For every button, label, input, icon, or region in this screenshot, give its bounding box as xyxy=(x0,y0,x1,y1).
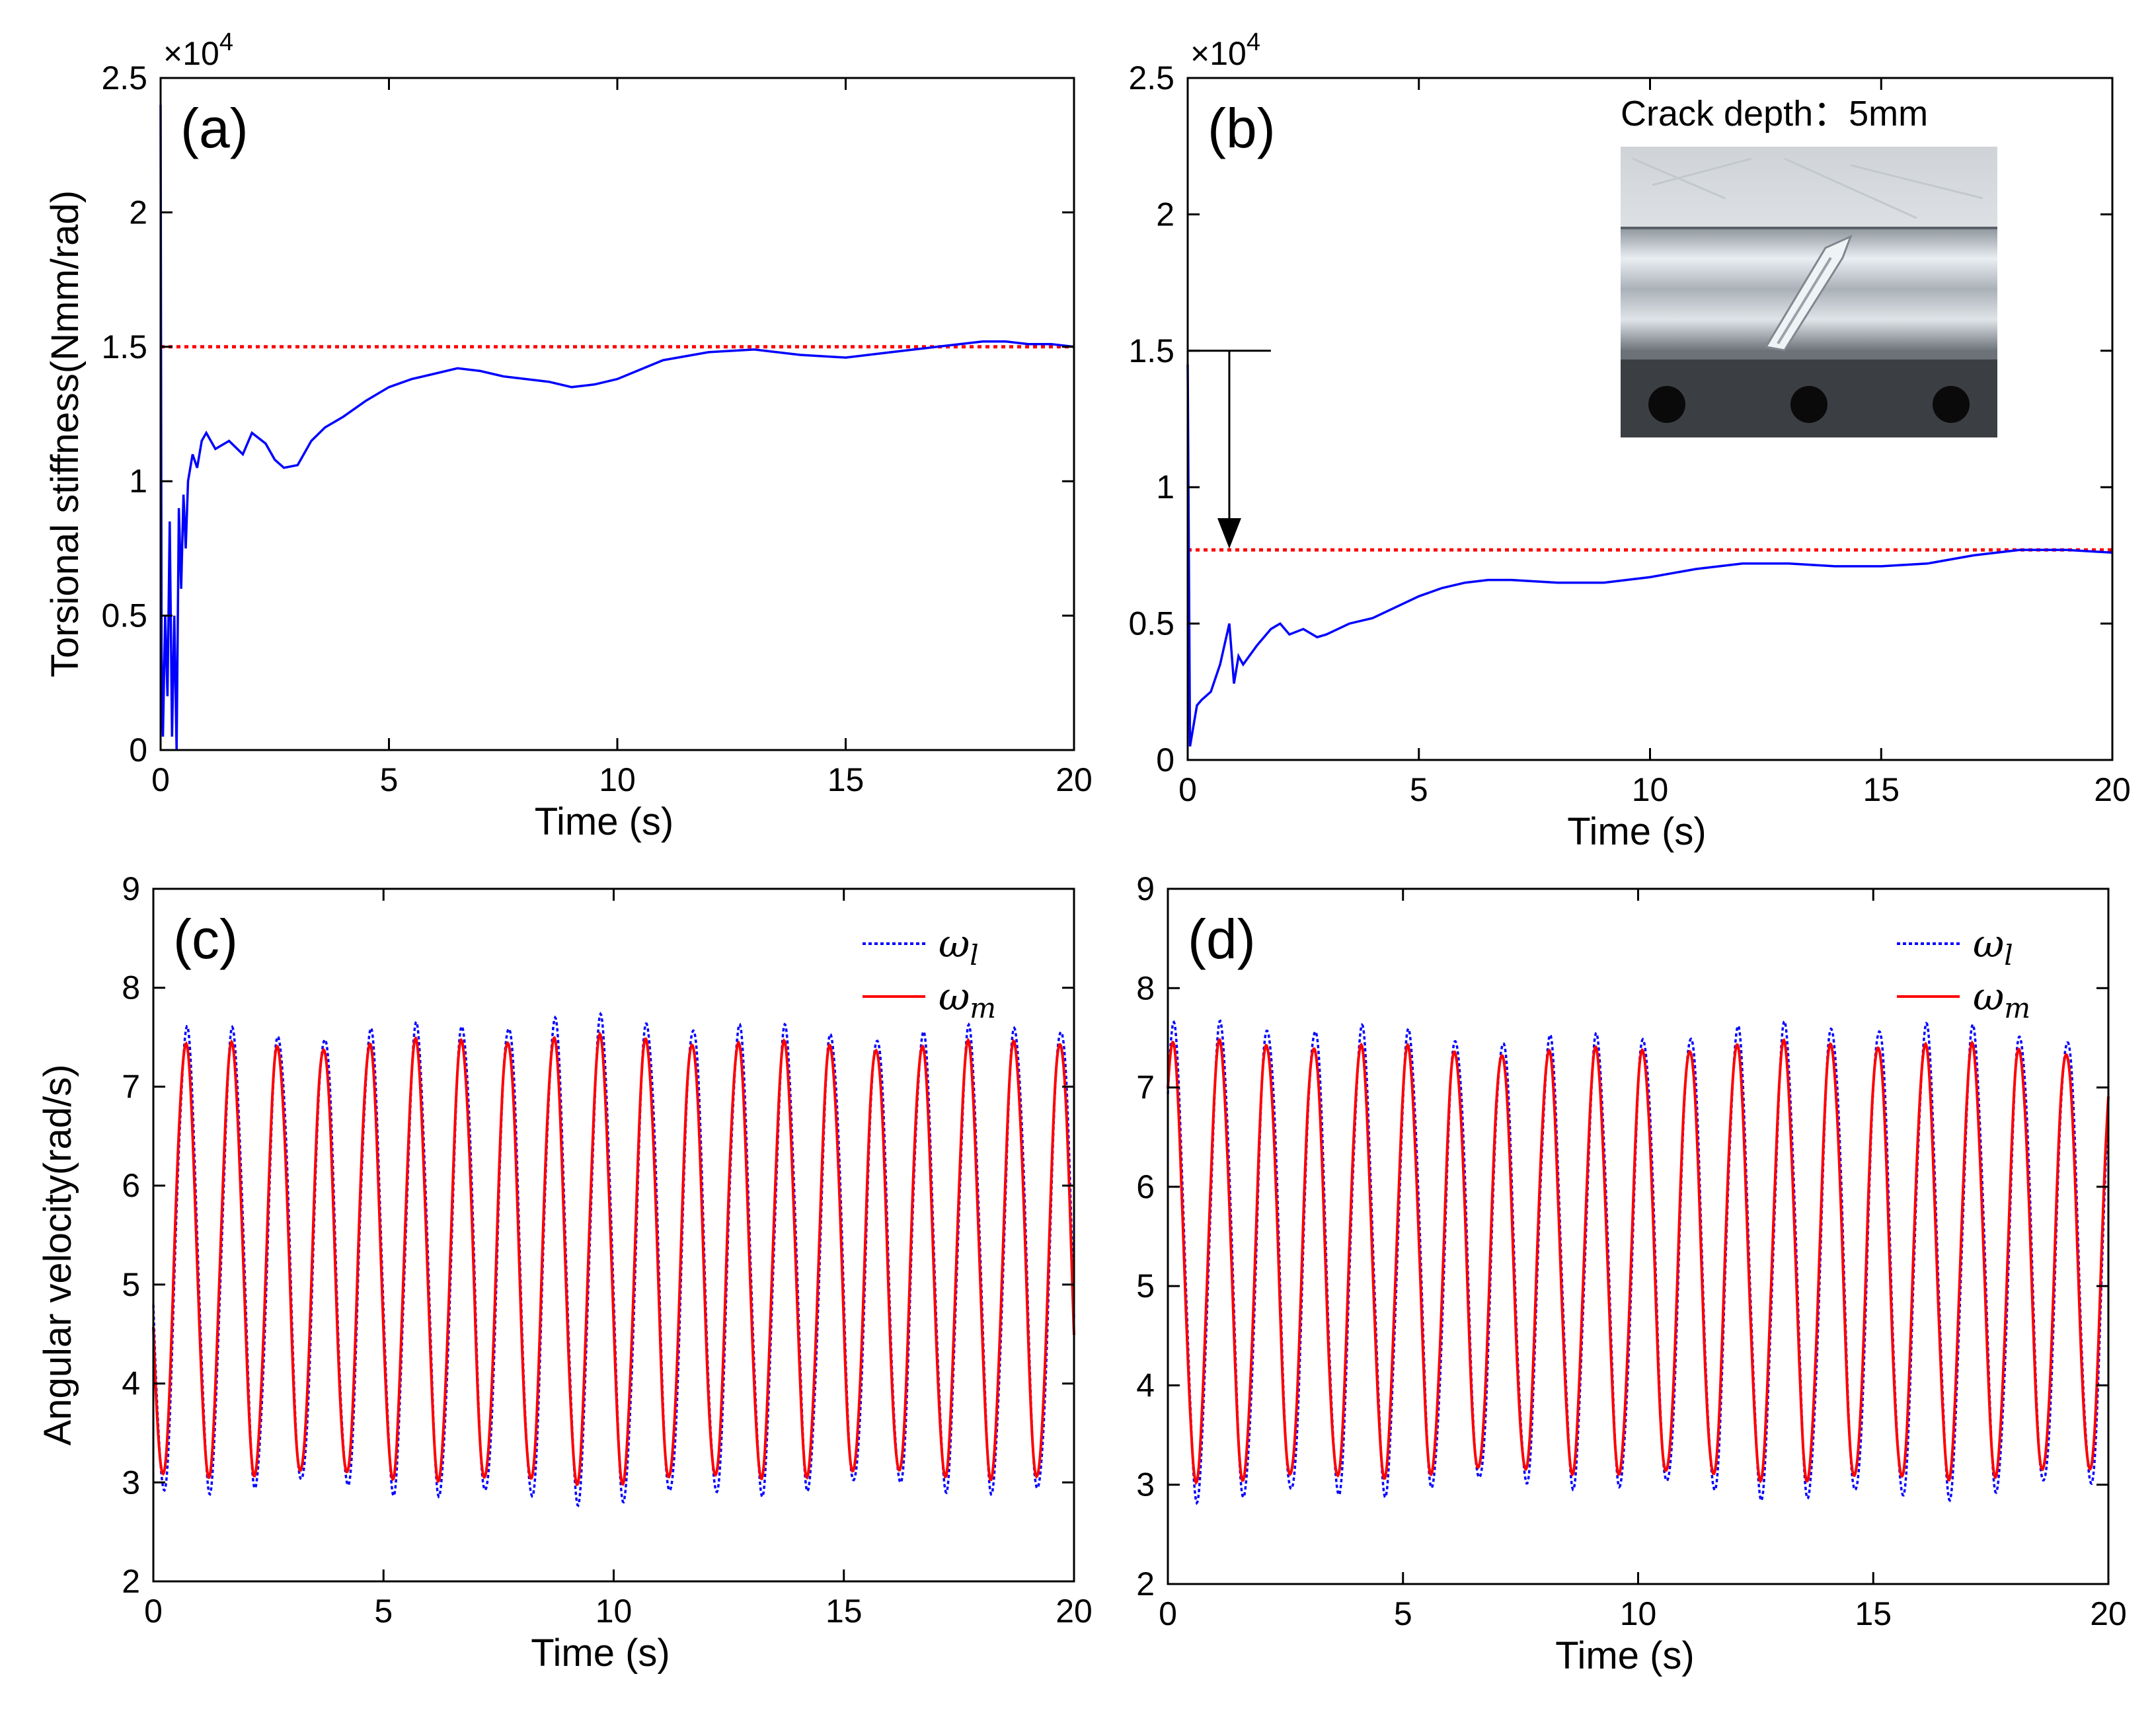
panel-b-ytick-label: 0.5 xyxy=(1128,605,1174,642)
panel-b-xtick-label: 10 xyxy=(1632,771,1669,808)
panel-b-ytick-label: 1 xyxy=(1156,469,1174,506)
panel-c-series-omega-l xyxy=(152,1011,1075,1507)
panel-c-ytick-label: 2 xyxy=(122,1563,140,1600)
panel-c-legend: ωl ωm xyxy=(863,921,996,1024)
panel-a-label: (a) xyxy=(180,97,249,159)
panel-b-ytick-label: 0 xyxy=(1156,741,1174,778)
panel-c-ytick-label: 7 xyxy=(122,1068,140,1105)
panel-d-ytick-label: 7 xyxy=(1136,1069,1155,1106)
panel-b-exponent: ×104 xyxy=(1190,28,1260,72)
panel-a-y-axis-title: Torsional stiffness(Nmm/rad) xyxy=(44,190,87,677)
inset-hole-1 xyxy=(1648,386,1685,423)
panel-d-xtick-label: 15 xyxy=(1855,1595,1892,1632)
panel-a-ytick-label: 1 xyxy=(129,463,147,500)
panel-d-series-omega-m xyxy=(1167,1038,2110,1486)
panel-c-xtick-label: 15 xyxy=(826,1593,863,1630)
panel-c-ytick-label: 3 xyxy=(122,1464,140,1501)
panel-d-label: (d) xyxy=(1188,908,1256,970)
panel-d-xtick-label: 10 xyxy=(1620,1595,1657,1632)
panel-b-xtick-label: 15 xyxy=(1863,771,1900,808)
panel-d-ytick-label: 5 xyxy=(1136,1267,1155,1304)
panel-d-xtick-label: 0 xyxy=(1159,1595,1177,1632)
panel-a-exponent: ×104 xyxy=(163,28,233,72)
panel-b-annotation-arrow xyxy=(1188,350,1271,549)
inset-hole-2 xyxy=(1790,386,1827,423)
panel-b-ytick-label: 2 xyxy=(1156,196,1174,233)
panel-c-ytick-label: 8 xyxy=(122,969,140,1006)
panel-a-frame xyxy=(159,77,1075,751)
panel-b-ytick-label: 1.5 xyxy=(1128,332,1174,369)
panel-c-y-axis-title: Angular velocity(rad/s) xyxy=(36,1065,79,1446)
panel-a-xtick-label: 0 xyxy=(151,761,170,798)
panel-c-xtick-label: 0 xyxy=(144,1593,163,1630)
panel-c-ytick-label: 9 xyxy=(122,870,140,907)
panel-b-xtick-label: 0 xyxy=(1178,771,1197,808)
panel-a-ytick-label: 2 xyxy=(129,194,147,231)
panel-b-label: (b) xyxy=(1208,97,1276,159)
panel-d-ytick-label: 6 xyxy=(1136,1168,1155,1205)
panel-b: Crack depth：5mm 0 5 10 15 20 0 0.5 1 1.5 2 2.5 (b)… xyxy=(1128,28,2130,853)
panel-c-x-axis-title: Time (s) xyxy=(531,1632,670,1675)
panel-d-ytick-label: 2 xyxy=(1136,1566,1155,1603)
inset-base-highlight xyxy=(1621,350,1997,359)
panel-b-x-axis-title: Time (s) xyxy=(1567,810,1706,853)
panel-c-label: (c) xyxy=(173,908,238,970)
panel-b-ticks: 0 5 10 15 20 0 0.5 1 1.5 2 2.5 xyxy=(1128,59,2130,808)
crack-photo-inset xyxy=(1621,147,1997,437)
panel-c-ytick-label: 4 xyxy=(122,1365,140,1402)
inset-crack-shadow xyxy=(1777,256,1832,345)
panel-c: 0 5 10 15 20 2 3 4 5 6 7 8 9 (c) Time (s) Angular ve… xyxy=(36,870,1093,1675)
panel-c-xtick-label: 20 xyxy=(1056,1593,1093,1630)
inset-label: Crack depth：5mm xyxy=(1621,94,1928,133)
panel-d-frame xyxy=(1167,887,2110,1585)
panel-a-ytick-label: 2.5 xyxy=(101,59,147,96)
panel-d-x-axis-title: Time (s) xyxy=(1555,1634,1694,1677)
panel-d-xtick-label: 20 xyxy=(2090,1595,2127,1632)
panel-c-ytick-label: 5 xyxy=(122,1266,140,1303)
panel-d-legend: ωl ωm xyxy=(1897,921,2030,1024)
panel-a-series-line xyxy=(159,104,1075,751)
panel-a-x-axis-title: Time (s) xyxy=(535,800,673,843)
panel-d-xtick-label: 5 xyxy=(1394,1595,1412,1632)
panel-a-ytick-label: 0 xyxy=(129,732,147,769)
inset-hole-3 xyxy=(1933,386,1970,423)
panel-c-xtick-label: 5 xyxy=(374,1593,393,1630)
panel-a-xtick-label: 20 xyxy=(1056,761,1093,798)
panel-d-ticks: 0 5 10 15 20 2 3 4 5 6 7 8 9 xyxy=(1136,870,2127,1632)
panel-d: 0 5 10 15 20 2 3 4 5 6 7 8 9 (d) Time (s) ωl ωm xyxy=(1136,870,2127,1677)
panel-d-ytick-label: 9 xyxy=(1136,870,1155,907)
panel-d-ytick-label: 3 xyxy=(1136,1466,1155,1503)
panel-a-ytick-label: 0.5 xyxy=(101,597,147,634)
panel-c-ytick-label: 6 xyxy=(122,1167,140,1204)
panel-b-series-line xyxy=(1186,364,2113,747)
panel-c-frame xyxy=(152,887,1075,1583)
panel-c-ticks: 0 5 10 15 20 2 3 4 5 6 7 8 9 xyxy=(122,870,1093,1630)
panel-c-legend-omega-m: ωm xyxy=(939,974,996,1024)
panel-d-legend-omega-m: ωm xyxy=(1973,974,2030,1024)
panel-c-xtick-label: 10 xyxy=(596,1593,633,1630)
panel-a-xtick-label: 15 xyxy=(827,761,865,798)
panel-b-ytick-label: 2.5 xyxy=(1128,59,1174,96)
panel-a-xtick-label: 10 xyxy=(599,761,636,798)
panel-a-ticks: 0 5 10 15 20 0 0.5 1 1.5 2 2.5 xyxy=(101,59,1092,798)
panel-b-arrow-head xyxy=(1217,518,1241,549)
panel-a-ytick-label: 1.5 xyxy=(101,328,147,365)
panel-c-legend-omega-l: ωl xyxy=(939,921,979,971)
panel-b-xtick-label: 20 xyxy=(2094,771,2131,808)
panel-b-xtick-label: 5 xyxy=(1410,771,1428,808)
panel-a: 0 5 10 15 20 0 0.5 1 1.5 2 2.5 (a) ×104 Time (s) T… xyxy=(44,28,1093,843)
panel-a-xtick-label: 5 xyxy=(380,761,399,798)
panel-c-series-omega-m xyxy=(152,1031,1075,1486)
inset-texture xyxy=(1632,157,1983,219)
panel-d-ytick-label: 4 xyxy=(1136,1367,1155,1404)
panel-d-ytick-label: 8 xyxy=(1136,969,1155,1006)
panel-d-legend-omega-l: ωl xyxy=(1973,921,2013,971)
